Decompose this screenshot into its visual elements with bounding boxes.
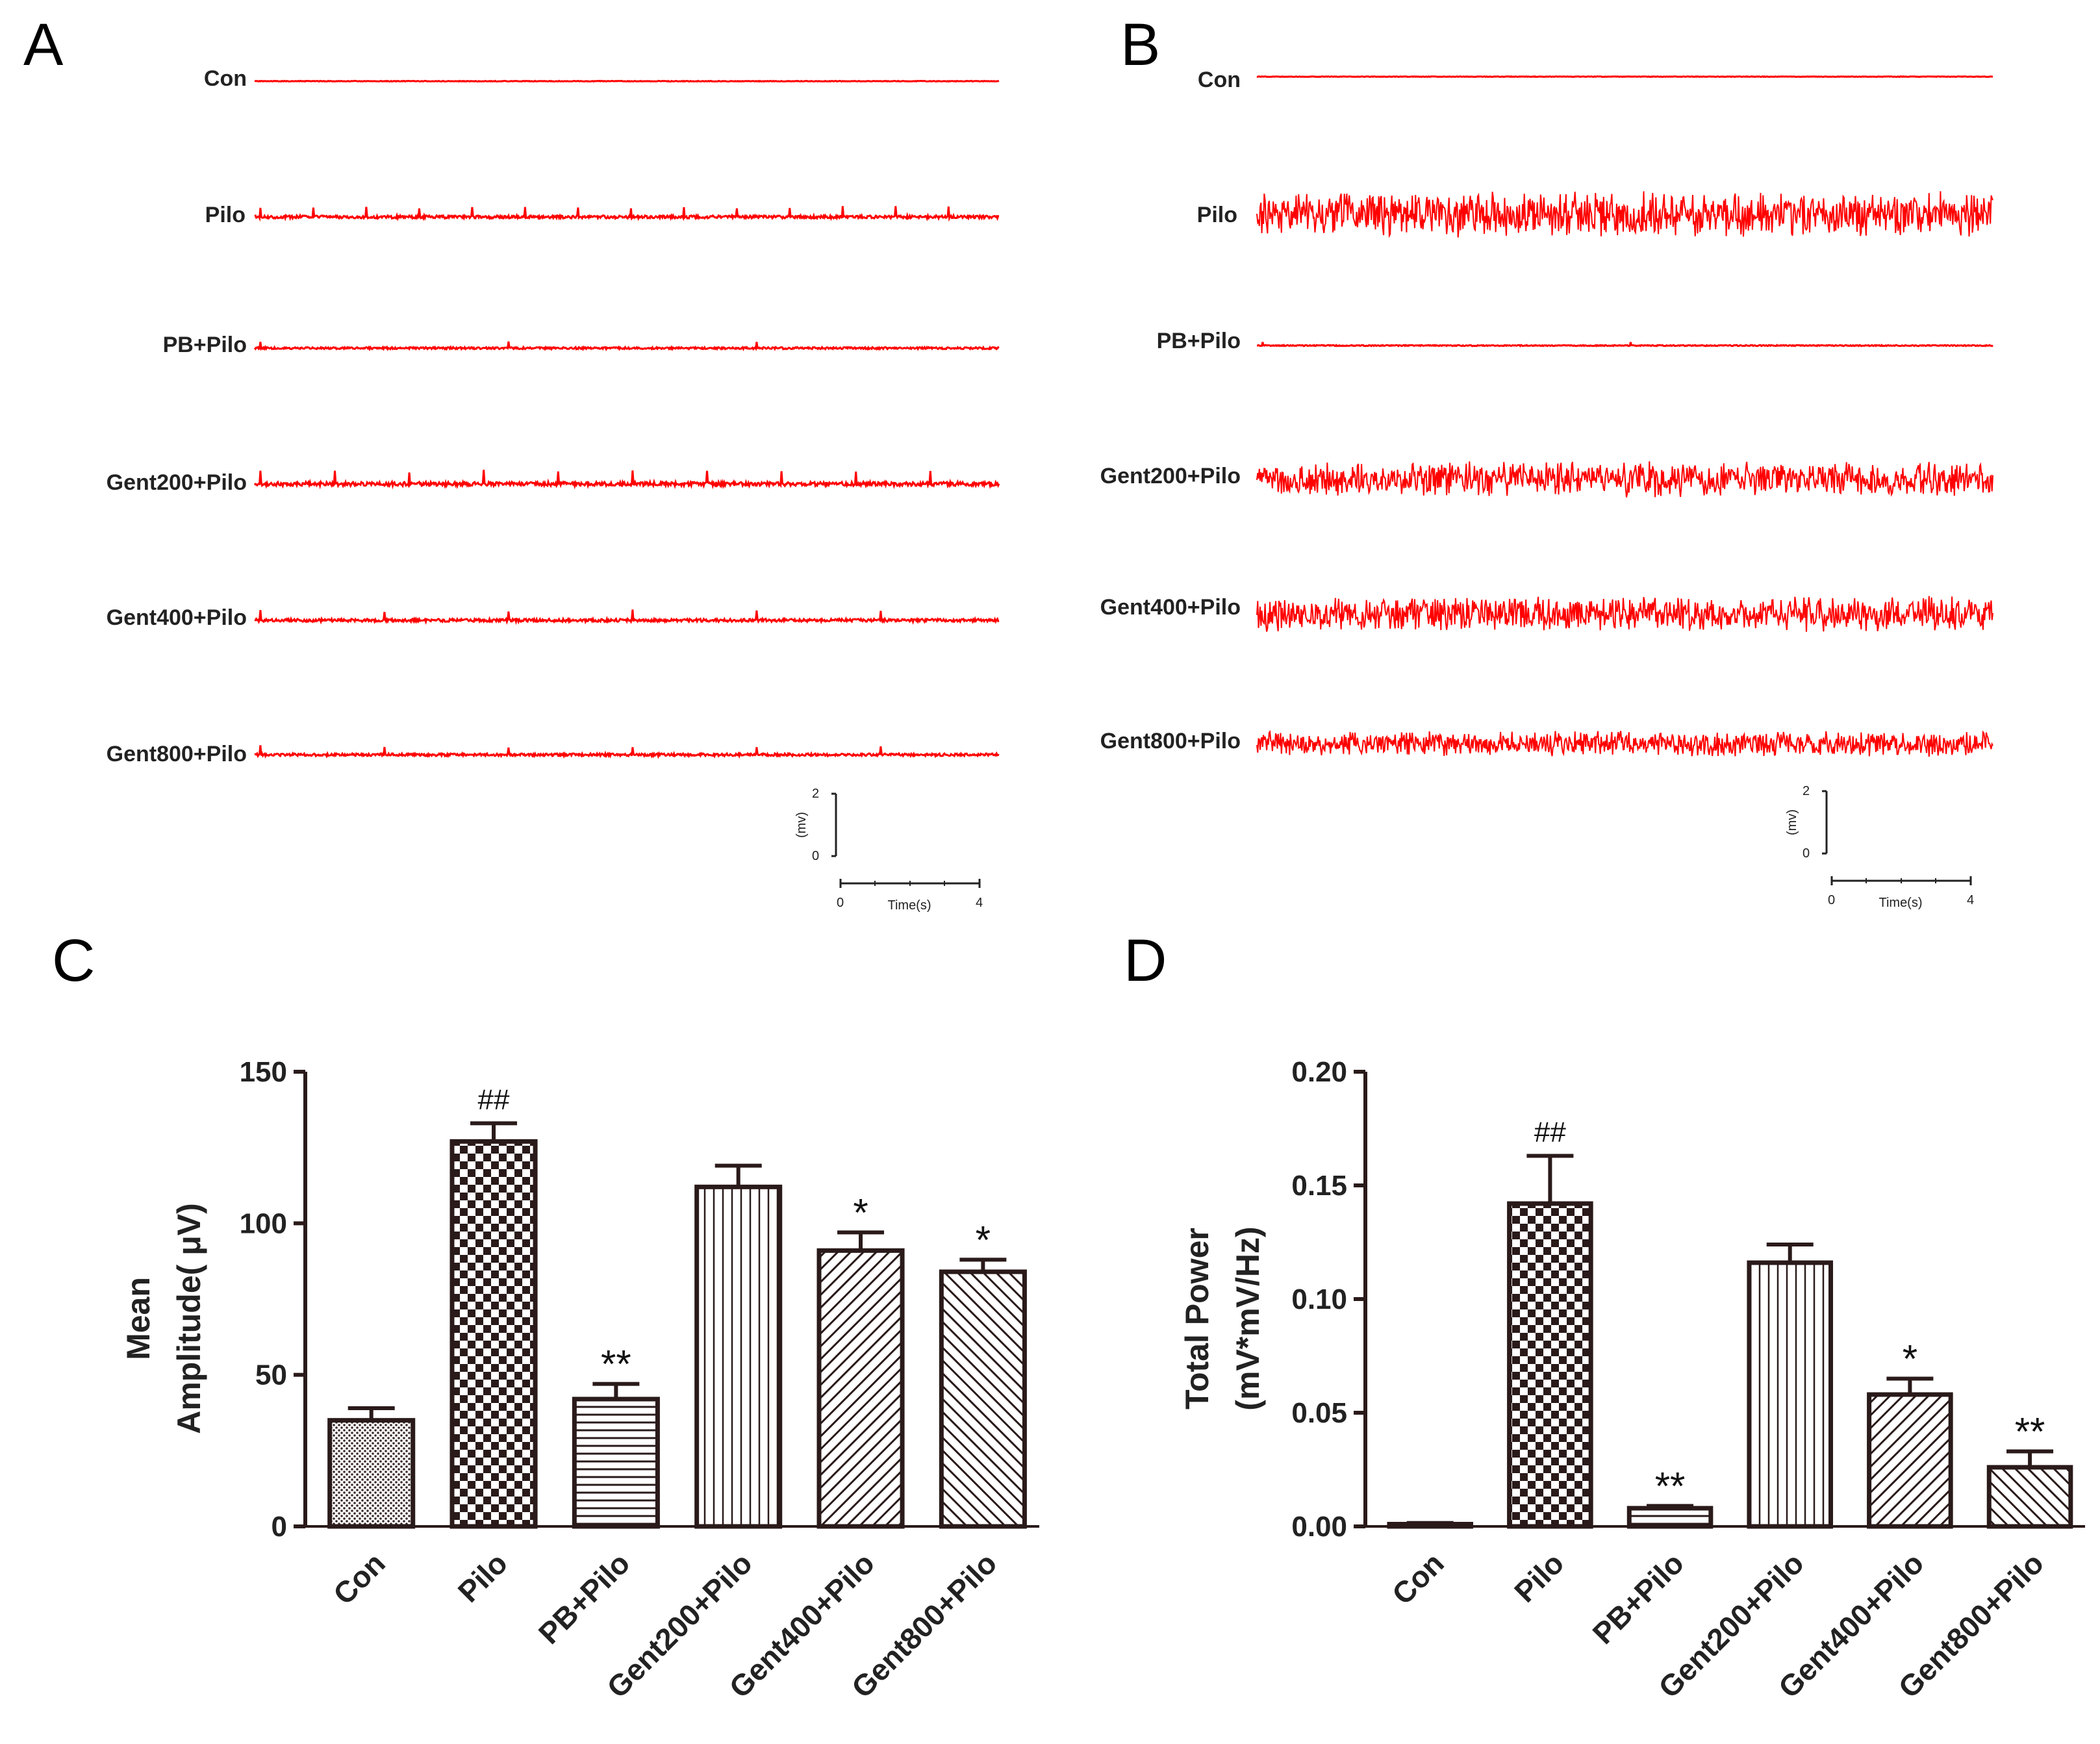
trace-label: Con bbox=[204, 66, 247, 91]
panel-letter-a: A bbox=[23, 12, 64, 78]
significance-annotation: ** bbox=[601, 1343, 631, 1386]
y-axis-title: Total Power bbox=[1179, 1228, 1215, 1409]
panel-a-trace-labels: Con Pilo PB+Pilo Gent200+Pilo Gent400+Pi… bbox=[107, 66, 247, 766]
y-tick-label: 100 bbox=[240, 1207, 287, 1239]
bar-pilo bbox=[1507, 1201, 1593, 1529]
y-axis-title: (mV*mV/Hz) bbox=[1230, 1226, 1266, 1410]
eeg-trace-line bbox=[1257, 342, 1993, 348]
trace-label: PB+Pilo bbox=[163, 333, 247, 357]
scale-bar-y-min: 0 bbox=[812, 849, 819, 863]
x-tick-label: Pilo bbox=[451, 1546, 514, 1608]
bar-con bbox=[327, 1418, 416, 1529]
eeg-trace-line bbox=[254, 745, 1000, 759]
trace-label: PB+Pilo bbox=[1157, 329, 1241, 353]
scale-bar-x-min: 0 bbox=[837, 896, 844, 910]
scale-bar-x-max: 4 bbox=[976, 896, 983, 910]
scale-bar-x-max: 4 bbox=[1967, 893, 1974, 907]
eeg-trace-line bbox=[1256, 596, 1993, 632]
y-tick-label: 150 bbox=[240, 1056, 287, 1088]
trace-label: Pilo bbox=[1197, 203, 1237, 227]
trace-label: Gent200+Pilo bbox=[107, 470, 247, 495]
panel-b-traces bbox=[1256, 75, 1993, 757]
bar-gent200-pilo bbox=[1747, 1260, 1834, 1529]
scale-bar-x-label: Time(s) bbox=[1879, 896, 1922, 910]
eeg-trace-line bbox=[254, 206, 1000, 222]
scale-bar-y-unit: (mv) bbox=[794, 812, 809, 838]
scale-bar-x-min: 0 bbox=[1828, 893, 1835, 907]
trace-label: Gent400+Pilo bbox=[107, 605, 247, 630]
bar-pilo bbox=[449, 1139, 538, 1529]
trace-label: Gent800+Pilo bbox=[107, 742, 247, 766]
trace-label: Pilo bbox=[205, 203, 246, 227]
chart-d-total-power: 0.00 0.05 0.10 0.15 0.20 Total Power (mV*mV/Hz… bbox=[1179, 1056, 2085, 1704]
panel-b-trace-labels: Con Pilo PB+Pilo Gent200+Pilo Gent400+Pi… bbox=[1100, 68, 1241, 753]
scale-bar-y-max: 2 bbox=[1803, 784, 1810, 798]
significance-annotation: ## bbox=[1534, 1117, 1566, 1148]
x-tick-label: Pilo bbox=[1508, 1546, 1570, 1608]
bar-gent800-pilo bbox=[1986, 1465, 2073, 1529]
scale-bar-y-unit: (mv) bbox=[1785, 809, 1799, 835]
y-tick-label: 0.20 bbox=[1291, 1056, 1347, 1088]
panel-letter-c: C bbox=[52, 928, 95, 994]
eeg-trace-line bbox=[1256, 191, 1993, 238]
eeg-trace-line bbox=[1256, 729, 1993, 757]
significance-annotation: * bbox=[1903, 1337, 1917, 1381]
panel-letter-b: B bbox=[1120, 12, 1160, 78]
scale-bar-y-min: 0 bbox=[1803, 846, 1810, 861]
y-axis-title: Mean bbox=[120, 1277, 157, 1360]
bar-gent800-pilo bbox=[939, 1269, 1027, 1529]
eeg-trace-line bbox=[253, 470, 1000, 490]
y-axis-title: Amplitude( μV) bbox=[171, 1203, 207, 1434]
bar-gent400-pilo bbox=[816, 1248, 905, 1529]
significance-annotation: ** bbox=[1655, 1465, 1686, 1508]
eeg-trace-line bbox=[254, 609, 1000, 626]
significance-annotation: * bbox=[976, 1218, 991, 1261]
y-tick-label: 50 bbox=[255, 1359, 287, 1391]
scale-bar-y-max: 2 bbox=[812, 787, 819, 801]
significance-annotation: ** bbox=[2015, 1410, 2045, 1454]
bar-pb-pilo bbox=[572, 1396, 660, 1529]
bar-gent200-pilo bbox=[694, 1184, 783, 1529]
trace-label: Gent200+Pilo bbox=[1100, 464, 1241, 488]
y-tick-label: 0 bbox=[272, 1511, 287, 1543]
y-tick-label: 0.05 bbox=[1291, 1397, 1347, 1429]
eeg-trace-line bbox=[253, 341, 1000, 351]
bar-pb-pilo bbox=[1626, 1506, 1714, 1529]
trace-label: Gent800+Pilo bbox=[1100, 729, 1241, 753]
trace-label: Gent400+Pilo bbox=[1100, 595, 1241, 620]
trace-label: Con bbox=[1198, 68, 1241, 92]
y-tick-label: 0.10 bbox=[1291, 1283, 1347, 1315]
bar-gent400-pilo bbox=[1867, 1392, 1953, 1529]
panel-b-scale-bar: 2 0 (mv) 0 Time(s) 4 bbox=[1785, 784, 1974, 910]
x-tick-label: Con bbox=[327, 1546, 392, 1611]
y-tick-label: 0.15 bbox=[1291, 1170, 1347, 1202]
significance-annotation: * bbox=[853, 1191, 868, 1234]
scale-bar-x-label: Time(s) bbox=[887, 898, 931, 913]
significance-annotation: ## bbox=[478, 1083, 510, 1115]
x-tick-label: PB+Pilo bbox=[532, 1546, 637, 1650]
eeg-trace-line bbox=[254, 79, 1000, 83]
panel-letter-d: D bbox=[1124, 928, 1167, 994]
x-tick-label: Con bbox=[1385, 1546, 1450, 1611]
x-tick-label: PB+Pilo bbox=[1586, 1546, 1691, 1650]
eeg-trace-line bbox=[1256, 461, 1993, 498]
panel-a-traces bbox=[253, 79, 1000, 759]
panel-a-scale-bar: 2 0 (mv) 0 Time(s) 4 bbox=[794, 787, 983, 913]
y-tick-label: 0.00 bbox=[1291, 1511, 1347, 1543]
